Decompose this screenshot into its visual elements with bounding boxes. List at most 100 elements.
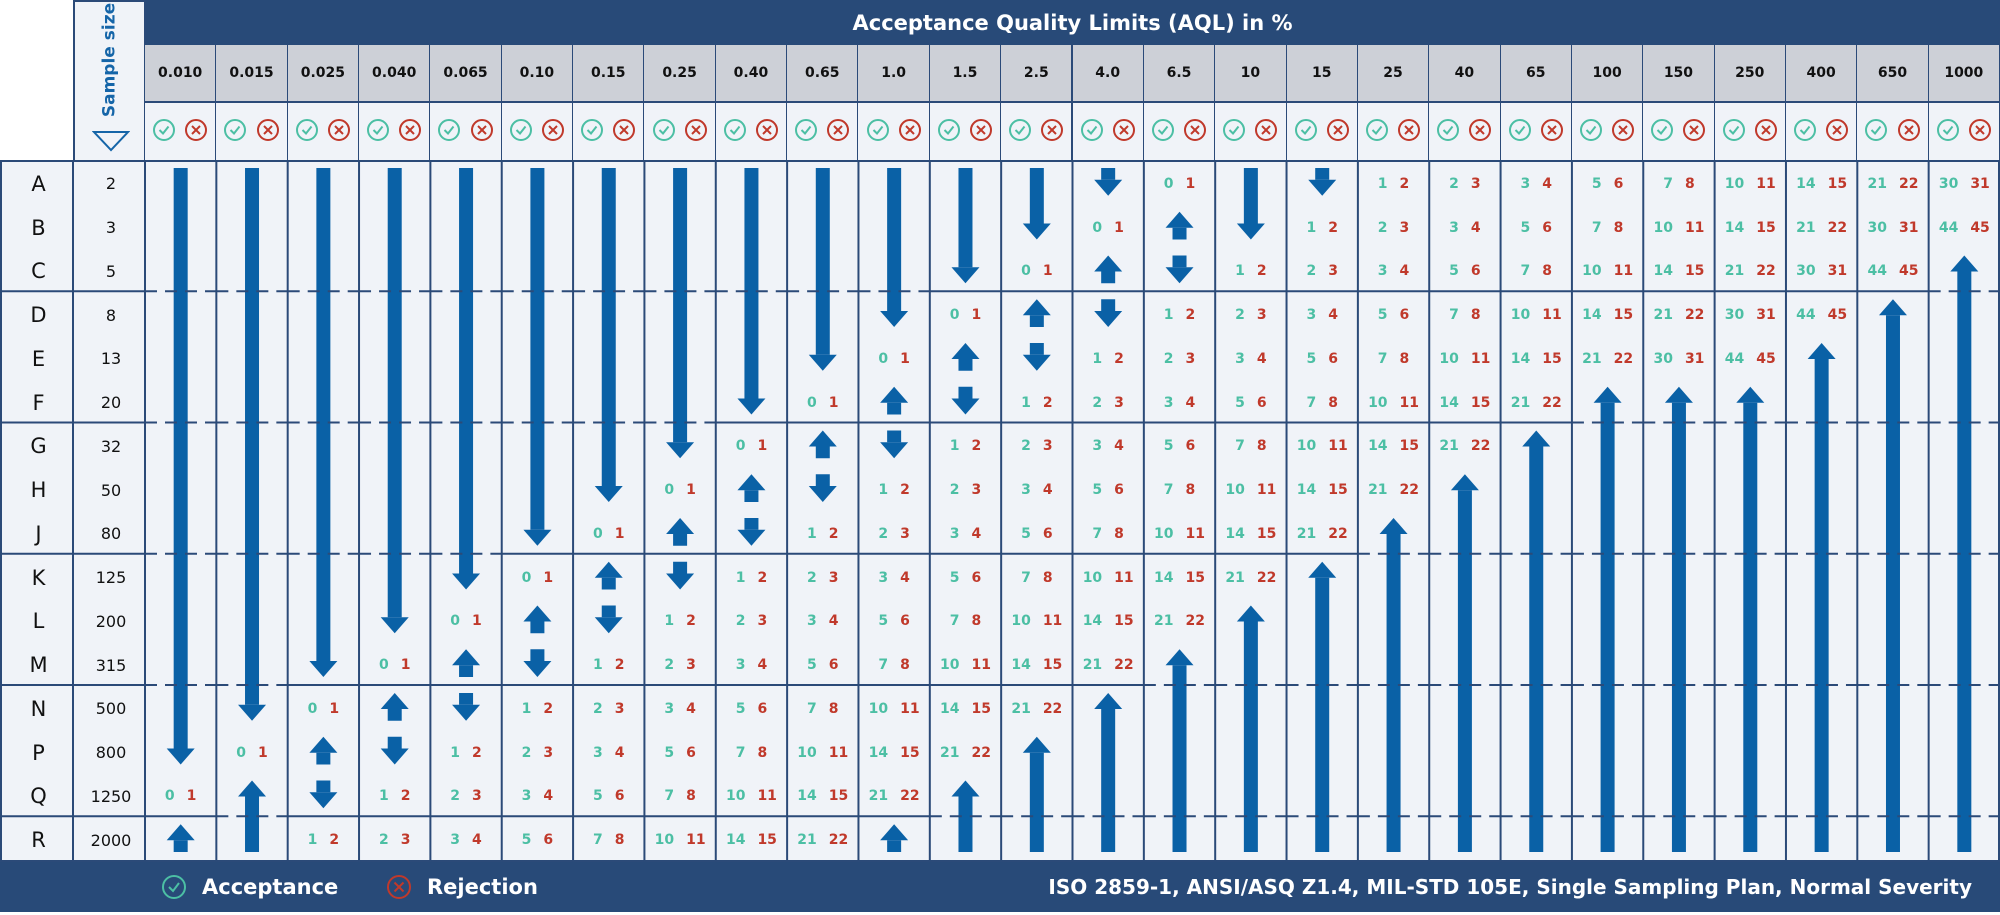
- x-circle-icon: [1325, 117, 1351, 147]
- down-arrow-icon: [1236, 223, 1265, 240]
- acceptance-number: 14: [1724, 219, 1745, 236]
- acceptance-number: 1: [521, 700, 532, 717]
- ac-re-icons: [216, 103, 289, 160]
- check-circle-icon: [294, 117, 320, 147]
- acceptance-number: 30: [1938, 175, 1959, 192]
- ac-re-cell: 14 15: [1358, 425, 1429, 469]
- acceptance-number: 5: [807, 657, 817, 674]
- rejection-number: 1: [1042, 263, 1053, 280]
- rejection-number: 31: [1827, 263, 1848, 280]
- acceptance-number: 14: [1082, 613, 1103, 630]
- acceptance-number: 1: [664, 613, 675, 630]
- acceptance-number: 2: [378, 832, 389, 849]
- aql-column-header: 0.15: [573, 45, 646, 103]
- acceptance-number: 7: [664, 788, 675, 805]
- acceptance-number: 7: [1591, 219, 1602, 236]
- down-arrow-shaft: [1101, 168, 1116, 180]
- code-letter: K: [31, 565, 46, 590]
- rejection-number: 22: [1827, 219, 1848, 236]
- rejection-number: 4: [1328, 307, 1338, 324]
- up-arrow-icon: [808, 430, 837, 447]
- rejection-number: 6: [828, 657, 839, 674]
- acceptance-number: 3: [1021, 482, 1031, 499]
- down-arrow-icon: [951, 398, 980, 415]
- acceptance-number: 2: [1235, 307, 1245, 324]
- rejection-number: 22: [1470, 438, 1491, 455]
- acceptance-number: 3: [949, 525, 960, 542]
- x-circle-icon: [683, 117, 709, 147]
- up-arrow-icon: [238, 780, 267, 797]
- rejection-number: 4: [900, 569, 910, 586]
- down-arrow-shaft: [245, 168, 260, 705]
- rejection-number: 11: [900, 700, 920, 717]
- ac-re-icons: [501, 103, 575, 160]
- ac-re-icons: [1500, 103, 1573, 160]
- rejection-number: 6: [900, 613, 910, 630]
- rejection-number: 3: [1185, 350, 1196, 367]
- rejection-number: 1: [329, 700, 340, 717]
- ac-re-cell: 30 31: [1929, 162, 2000, 206]
- acceptance-number: 21: [1082, 657, 1103, 674]
- sample-size: 200: [95, 611, 127, 631]
- rejection-number: 2: [614, 657, 625, 674]
- rejection-number: 11: [1256, 482, 1277, 499]
- ac-re-icons: [1571, 103, 1645, 160]
- rejection-number: 6: [971, 569, 982, 586]
- acceptance-number: 21: [1867, 175, 1887, 192]
- ac-re-cell: 21 22: [1287, 512, 1358, 556]
- acceptance-number: 1: [1235, 263, 1245, 280]
- legend-acceptance: Acceptance: [160, 862, 338, 912]
- x-circle-icon: [754, 117, 780, 147]
- ac-re-cell: 10 11: [1572, 250, 1643, 294]
- ac-re-cell: 10 11: [1215, 468, 1286, 512]
- down-arrow-icon: [594, 486, 623, 502]
- rejection-number: 31: [1684, 350, 1705, 367]
- ac-re-cell: 14 15: [1215, 512, 1286, 556]
- acceptance-number: 10: [1082, 569, 1103, 586]
- acceptance-number: 10: [1154, 525, 1174, 542]
- legend-rejection-label: Rejection: [427, 875, 538, 899]
- ac-re-cell: 10 11: [1287, 425, 1358, 469]
- check-circle-icon: [936, 117, 962, 147]
- acceptance-number: 1: [1306, 219, 1317, 236]
- acceptance-number: 3: [1520, 175, 1531, 192]
- sample-size: 8: [105, 305, 117, 325]
- x-circle-icon: [397, 117, 423, 147]
- rejection-number: 1: [614, 525, 625, 542]
- ac-re-cell: 14 15: [1501, 337, 1572, 381]
- down-arrow-shaft: [601, 168, 616, 486]
- sample-size-label: Sample size: [99, 2, 119, 118]
- rejection-number: 4: [1399, 263, 1410, 280]
- ac-re-cell: 14 15: [1287, 468, 1358, 512]
- check-circle-icon: [162, 875, 186, 899]
- rejection-number: 3: [1114, 394, 1124, 411]
- acceptance-number: 30: [1653, 350, 1673, 367]
- rejection-number: 6: [1042, 525, 1053, 542]
- rejection-number: 31: [1756, 307, 1776, 324]
- check-circle-icon: [1863, 117, 1889, 147]
- x-circle-icon: [1967, 117, 1993, 147]
- acceptance-number: 5: [664, 744, 675, 761]
- acceptance-number: 5: [1591, 175, 1602, 192]
- acceptance-number: 7: [1092, 525, 1103, 542]
- rejection-number: 6: [1328, 350, 1338, 367]
- rejection-number: 45: [1898, 263, 1919, 280]
- check-circle-icon: [1007, 117, 1033, 147]
- rejection-number: 6: [757, 700, 768, 717]
- ac-re-cell: 21 22: [1501, 381, 1572, 425]
- down-arrow-shaft: [1029, 168, 1044, 224]
- up-arrow-shaft: [1814, 359, 1829, 852]
- rejection-number: 11: [1470, 350, 1491, 367]
- rejection-number: 45: [1756, 350, 1776, 367]
